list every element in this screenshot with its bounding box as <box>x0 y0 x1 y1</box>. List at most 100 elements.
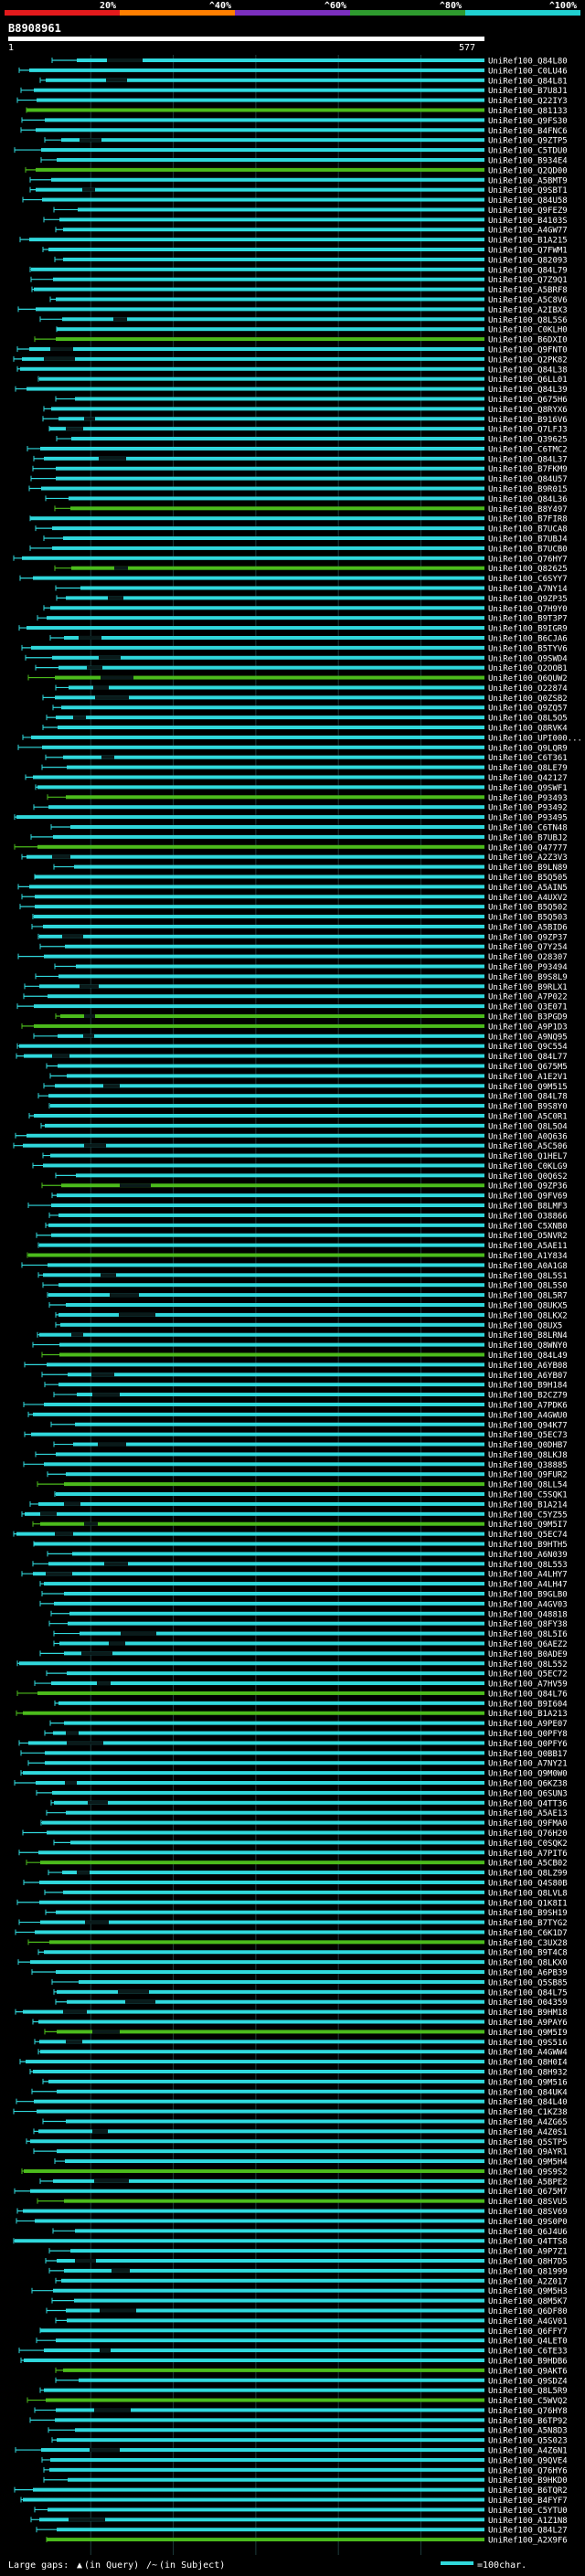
hit-bar <box>48 248 484 252</box>
hit-row: UniRef100_Q1K8I1 <box>16 1899 568 1908</box>
hit-row: UniRef100_Q7Y254 <box>39 943 568 952</box>
hit-row: UniRef100_Q81999 <box>48 2267 568 2276</box>
hit-bar <box>23 2009 484 2014</box>
hit-bar <box>39 934 484 938</box>
hit-bar <box>57 2030 484 2034</box>
hit-bar <box>77 1393 484 1397</box>
hit-row: UniRef100_B9HKD0 <box>43 2476 568 2486</box>
hit-row: UniRef100_C5TDU0 <box>14 147 568 156</box>
hit-bar <box>66 795 484 800</box>
hit-row: UniRef100_Q76H20 <box>22 1829 568 1839</box>
hit-bar <box>63 228 484 232</box>
hit-bar <box>79 2378 484 2382</box>
hit-gap-segment <box>80 984 99 989</box>
hit-bar <box>64 635 484 640</box>
hit-bar <box>53 834 484 839</box>
scale-label: ^100% <box>549 1 577 11</box>
hit-label: UniRef100_Q8UX5 <box>488 1321 562 1330</box>
hit-row: UniRef100_Q4TTS8 <box>13 2238 568 2247</box>
hit-label: UniRef100_A9P1D3 <box>488 1023 568 1032</box>
identity-scale: 20% ^40% ^60% ^80% ^100% <box>5 1 580 16</box>
hit-gap-segment <box>67 1741 103 1745</box>
hit-label: UniRef100_Q8L5S0 <box>488 1282 568 1291</box>
hit-label: UniRef100_Q81999 <box>488 2267 568 2276</box>
hit-row: UniRef100_A2Z3V3 <box>21 853 568 863</box>
hit-row: UniRef100_B5Q503 <box>32 914 568 923</box>
hit-bar <box>63 1890 484 1894</box>
hit-label: UniRef100_Q84U57 <box>488 475 568 484</box>
hit-label: UniRef100_B1A213 <box>488 1710 568 1719</box>
hit-bar <box>63 755 484 759</box>
hit-gap-segment <box>94 2408 131 2412</box>
hit-row: UniRef100_B5TYV6 <box>21 644 568 653</box>
hit-row: UniRef100_Q76HY8 <box>34 2407 568 2416</box>
hit-row: UniRef100_Q84UK4 <box>31 2088 568 2097</box>
hit-label: UniRef100_Q84L76 <box>488 1690 568 1699</box>
hit-row: UniRef100_A2IBX3 <box>17 306 568 315</box>
hit-label: UniRef100_A2IBX3 <box>488 306 568 315</box>
hit-row: UniRef100_Q8L5R7 <box>47 1292 568 1301</box>
hit-row: UniRef100_Q0Q6S2 <box>55 1172 568 1182</box>
legend-subject-text: (in Subject) <box>159 2560 225 2571</box>
hit-bar <box>76 1173 484 1178</box>
hit-label: UniRef100_Q9FNT0 <box>488 345 568 355</box>
hit-row: UniRef100_A1Y834 <box>27 1252 568 1261</box>
hit-label: UniRef100_Q81133 <box>488 107 568 116</box>
hit-label: UniRef100_Q9S0P0 <box>488 2218 568 2227</box>
hit-row: UniRef100_Q6SUN3 <box>36 1789 568 1798</box>
hit-label: UniRef100_Q94K77 <box>488 1421 568 1430</box>
hit-label: UniRef100_A5CB02 <box>488 1860 568 1869</box>
hit-row: UniRef100_Q8L5S0 <box>42 1282 568 1291</box>
hit-row: UniRef100_C5WVQ2 <box>27 2397 568 2406</box>
hit-row: UniRef100_Q5STP5 <box>26 2138 568 2147</box>
hit-bar <box>59 1641 484 1646</box>
hit-bar <box>52 526 484 531</box>
hit-bar <box>57 2259 484 2263</box>
hit-label: UniRef100_Q84L49 <box>488 1352 568 1361</box>
hit-label: UniRef100_A5BRF8 <box>488 286 568 295</box>
hit-label: UniRef100_Q84L36 <box>488 495 568 504</box>
hit-label: UniRef100_Q5EC73 <box>488 1431 568 1440</box>
hit-bar <box>44 1582 484 1586</box>
hit-label: UniRef100_Q82093 <box>488 256 568 265</box>
hit-bar <box>71 437 484 441</box>
hit-bar <box>23 2497 484 2502</box>
hit-row: UniRef100_A4GV03 <box>39 1600 568 1609</box>
hit-label: UniRef100_A9NQ95 <box>488 1033 568 1042</box>
hit-bar <box>27 108 484 112</box>
hit-label: UniRef100_Q6FFY7 <box>488 2327 568 2337</box>
hit-label: UniRef100_Q48818 <box>488 1610 568 1619</box>
hit-label: UniRef100_Q9SDZ4 <box>488 2377 568 2386</box>
hit-row: UniRef100_C0LU46 <box>18 67 568 76</box>
hit-gap-segment <box>77 1871 90 1875</box>
hit-bar <box>58 417 484 421</box>
hit-row: UniRef100_Q3E071 <box>16 1003 568 1012</box>
hit-row: UniRef100_Q94K77 <box>50 1421 568 1430</box>
hit-bar <box>31 645 484 650</box>
hit-row: UniRef100_B9I604 <box>54 1700 568 1709</box>
hit-label: UniRef100_Q0Q6S2 <box>488 1172 568 1182</box>
hit-bar <box>53 277 484 281</box>
hit-bar <box>57 2438 484 2443</box>
hit-row: UniRef100_Q8L5R9 <box>39 2387 568 2396</box>
hit-bar <box>47 1830 484 1835</box>
hit-row: UniRef100_Q9ZTP5 <box>44 137 568 146</box>
hit-row: UniRef100_Q9SBT1 <box>29 186 568 196</box>
hit-gap-segment <box>84 1521 98 1526</box>
hit-row: UniRef100_A9PAY6 <box>32 2019 568 2028</box>
hit-gap-segment <box>75 2259 96 2263</box>
hit-label: UniRef100_Q8L5R7 <box>488 1292 568 1301</box>
hit-bar <box>80 1631 484 1636</box>
hit-row: UniRef100_Q82093 <box>54 256 568 265</box>
hit-bar <box>64 1591 484 1595</box>
hit-row: UniRef100_B9HDB6 <box>20 2357 568 2366</box>
hit-bar <box>64 1721 484 1725</box>
hit-gap-segment <box>79 635 101 640</box>
hit-row: UniRef100_Q5SB85 <box>51 1978 568 1988</box>
hit-row: UniRef100_B934E4 <box>40 156 568 165</box>
hit-label: UniRef100_Q5EC74 <box>488 1531 568 1540</box>
hit-bar <box>48 2079 484 2083</box>
hit-label: UniRef100_B7UCB0 <box>488 545 568 554</box>
hit-bar <box>48 1562 484 1566</box>
hit-bar <box>34 1004 484 1009</box>
